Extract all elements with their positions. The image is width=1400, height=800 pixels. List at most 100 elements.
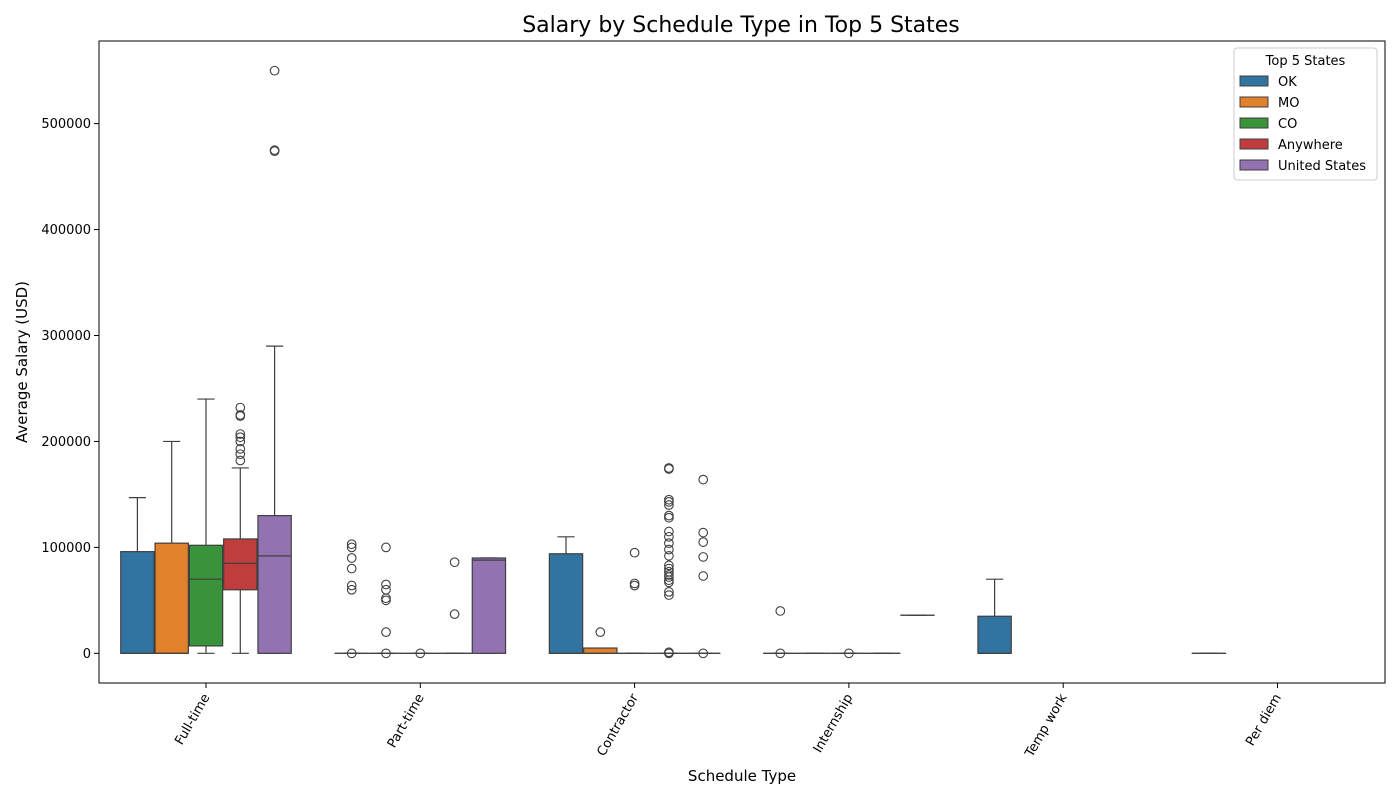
outlier-point bbox=[775, 606, 786, 616]
y-tick-label: 500000 bbox=[41, 117, 91, 132]
outlier-point bbox=[595, 627, 606, 637]
box-part-time bbox=[403, 648, 438, 659]
outlier-point bbox=[775, 648, 786, 659]
box-body bbox=[471, 557, 507, 654]
outlier-point bbox=[269, 65, 280, 76]
box-body bbox=[977, 615, 1012, 654]
outlier-point bbox=[381, 627, 391, 637]
outlier-point bbox=[235, 411, 246, 421]
legend-swatch bbox=[1239, 96, 1269, 108]
box-full-time bbox=[257, 65, 292, 654]
box-body bbox=[120, 551, 155, 654]
outlier-point bbox=[346, 542, 357, 553]
outlier-point bbox=[346, 584, 357, 595]
y-axis: 0 100000 200000 300000 400000 500000 bbox=[41, 117, 99, 662]
chart-title: Salary by Schedule Type in Top 5 States bbox=[522, 13, 960, 38]
box-body bbox=[188, 544, 224, 647]
box-internship bbox=[763, 606, 798, 659]
outlier-point bbox=[346, 580, 357, 591]
outlier-point bbox=[381, 593, 391, 604]
outlier-point bbox=[235, 455, 246, 466]
legend-item: OK bbox=[1239, 75, 1297, 90]
box-contractor bbox=[617, 547, 652, 654]
box-body bbox=[223, 538, 258, 591]
y-tick-label: 300000 bbox=[41, 329, 91, 344]
legend-label: OK bbox=[1278, 75, 1297, 90]
boxes-layer bbox=[120, 65, 1227, 659]
x-axis: Full-time Part-time Contractor Internship Te… bbox=[172, 683, 1285, 761]
box-body bbox=[154, 542, 189, 654]
outlier-point bbox=[664, 538, 674, 549]
box-temp-work bbox=[977, 578, 1012, 654]
outlier-point bbox=[381, 584, 391, 595]
outlier-point bbox=[664, 590, 674, 600]
legend-swatch bbox=[1239, 117, 1269, 129]
outlier-point bbox=[664, 577, 674, 588]
x-tick-label: Internship bbox=[811, 692, 857, 756]
outlier-point bbox=[664, 531, 674, 542]
legend-label: MO bbox=[1278, 96, 1299, 111]
box-part-time bbox=[437, 557, 472, 654]
plot-area bbox=[98, 40, 1386, 684]
outlier-point bbox=[381, 648, 391, 659]
outlier-point bbox=[664, 572, 674, 582]
outlier-point bbox=[235, 432, 246, 443]
outlier-point bbox=[698, 537, 709, 547]
outlier-point bbox=[381, 542, 391, 553]
outlier-point bbox=[346, 539, 357, 550]
legend-title: Top 5 States bbox=[1265, 54, 1346, 69]
outlier-point bbox=[629, 578, 640, 589]
box-contractor bbox=[548, 536, 584, 654]
outlier-point bbox=[269, 146, 280, 157]
outlier-point bbox=[629, 580, 640, 591]
outlier-point bbox=[381, 579, 391, 590]
outlier-point bbox=[698, 648, 709, 659]
x-tick-label: Full-time bbox=[172, 692, 213, 748]
box-body bbox=[257, 515, 292, 654]
outlier-point bbox=[664, 512, 674, 523]
x-axis-label: Schedule Type bbox=[688, 767, 796, 785]
y-tick-label: 200000 bbox=[41, 435, 91, 450]
outlier-point bbox=[664, 587, 674, 597]
legend-swatch bbox=[1239, 138, 1269, 150]
series-anywhere bbox=[223, 402, 901, 659]
x-tick-label: Per diem bbox=[1243, 692, 1285, 749]
y-tick-label: 400000 bbox=[41, 223, 91, 238]
legend-item: MO bbox=[1239, 96, 1299, 111]
legend-item: United States bbox=[1239, 159, 1366, 174]
outlier-point bbox=[664, 551, 674, 561]
box-contractor bbox=[651, 463, 687, 659]
series-ok bbox=[120, 497, 1227, 659]
outlier-point bbox=[664, 510, 674, 521]
box-contractor bbox=[583, 627, 618, 654]
legend: Top 5 States OK MO CO Anywhere United States bbox=[1233, 47, 1378, 181]
box-part-time bbox=[471, 557, 507, 654]
outlier-point bbox=[698, 552, 709, 562]
outlier-point bbox=[449, 557, 460, 568]
x-tick-label: Contractor bbox=[594, 691, 642, 759]
legend-frame bbox=[1233, 47, 1378, 181]
outlier-point bbox=[664, 648, 674, 659]
legend-item: CO bbox=[1239, 117, 1297, 132]
outlier-point bbox=[664, 544, 674, 555]
box-internship bbox=[831, 648, 867, 659]
box-contractor bbox=[685, 474, 721, 659]
outlier-point bbox=[415, 648, 426, 659]
outlier-point bbox=[698, 474, 709, 485]
series-mo bbox=[154, 440, 832, 659]
outlier-point bbox=[235, 436, 246, 447]
legend-label: CO bbox=[1278, 117, 1297, 132]
box-full-time bbox=[223, 402, 258, 654]
box-body bbox=[583, 647, 618, 654]
y-tick-label: 0 bbox=[83, 647, 91, 662]
outlier-point bbox=[664, 500, 674, 510]
x-tick-label: Part-time bbox=[385, 692, 428, 751]
legend-label: Anywhere bbox=[1278, 138, 1343, 153]
legend-label: United States bbox=[1278, 159, 1366, 174]
legend-swatch bbox=[1239, 75, 1269, 87]
box-part-time bbox=[334, 539, 369, 659]
x-tick-label: Temp work bbox=[1022, 691, 1071, 761]
series-co bbox=[188, 398, 867, 659]
outlier-point bbox=[346, 563, 357, 574]
